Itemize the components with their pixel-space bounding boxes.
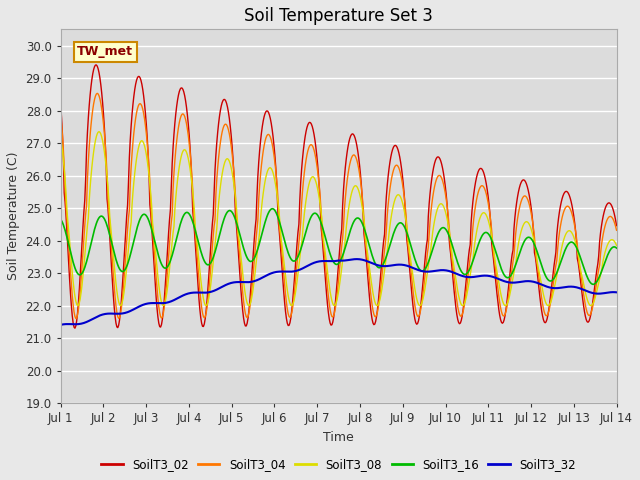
Line: SoilT3_08: SoilT3_08 bbox=[61, 132, 616, 306]
SoilT3_16 bbox=[230, 212, 237, 218]
SoilT3_16 bbox=[57, 216, 65, 222]
SoilT3_08 bbox=[57, 134, 65, 140]
SoilT3_04 bbox=[583, 310, 591, 315]
Line: SoilT3_04: SoilT3_04 bbox=[61, 93, 616, 319]
SoilT3_32 bbox=[252, 277, 260, 283]
SoilT3_08 bbox=[612, 242, 620, 248]
SoilT3_08 bbox=[254, 244, 262, 250]
Line: SoilT3_32: SoilT3_32 bbox=[61, 259, 616, 325]
SoilT3_08 bbox=[86, 185, 94, 191]
SoilT3_16 bbox=[326, 251, 334, 257]
SoilT3_16 bbox=[589, 281, 597, 287]
SoilT3_04 bbox=[612, 228, 620, 233]
Y-axis label: Soil Temperature (C): Soil Temperature (C) bbox=[7, 152, 20, 280]
SoilT3_02 bbox=[254, 173, 262, 179]
SoilT3_16 bbox=[268, 206, 276, 212]
SoilT3_08 bbox=[159, 303, 167, 309]
X-axis label: Time: Time bbox=[323, 431, 354, 444]
SoilT3_08 bbox=[583, 296, 591, 302]
SoilT3_02 bbox=[87, 84, 95, 89]
Title: Soil Temperature Set 3: Soil Temperature Set 3 bbox=[244, 7, 433, 25]
SoilT3_04 bbox=[87, 122, 95, 128]
SoilT3_08 bbox=[232, 196, 239, 202]
SoilT3_04 bbox=[93, 90, 101, 96]
SoilT3_04 bbox=[254, 217, 262, 223]
SoilT3_32 bbox=[353, 256, 361, 262]
SoilT3_16 bbox=[252, 251, 260, 257]
SoilT3_32 bbox=[582, 288, 590, 294]
SoilT3_16 bbox=[612, 245, 620, 251]
SoilT3_02 bbox=[93, 62, 100, 68]
Legend: SoilT3_02, SoilT3_04, SoilT3_08, SoilT3_16, SoilT3_32: SoilT3_02, SoilT3_04, SoilT3_08, SoilT3_… bbox=[97, 454, 580, 476]
SoilT3_32 bbox=[280, 269, 287, 275]
Text: TW_met: TW_met bbox=[77, 46, 133, 59]
SoilT3_04 bbox=[72, 316, 79, 322]
SoilT3_02 bbox=[583, 319, 591, 324]
SoilT3_02 bbox=[327, 322, 335, 328]
SoilT3_32 bbox=[86, 317, 94, 323]
SoilT3_08 bbox=[95, 129, 103, 134]
SoilT3_08 bbox=[327, 294, 335, 300]
Line: SoilT3_16: SoilT3_16 bbox=[61, 209, 616, 284]
SoilT3_02 bbox=[282, 309, 289, 314]
SoilT3_02 bbox=[612, 223, 620, 228]
SoilT3_02 bbox=[57, 101, 65, 107]
SoilT3_04 bbox=[327, 311, 335, 317]
SoilT3_02 bbox=[71, 325, 79, 331]
SoilT3_04 bbox=[282, 291, 289, 297]
SoilT3_32 bbox=[230, 279, 237, 285]
SoilT3_08 bbox=[282, 273, 289, 279]
SoilT3_32 bbox=[57, 322, 65, 328]
SoilT3_32 bbox=[325, 258, 333, 264]
SoilT3_16 bbox=[582, 272, 590, 277]
SoilT3_04 bbox=[232, 194, 239, 200]
SoilT3_32 bbox=[612, 289, 620, 295]
SoilT3_16 bbox=[281, 238, 289, 244]
SoilT3_04 bbox=[57, 111, 65, 117]
SoilT3_16 bbox=[86, 244, 94, 250]
SoilT3_02 bbox=[232, 214, 239, 219]
Line: SoilT3_02: SoilT3_02 bbox=[61, 65, 616, 328]
